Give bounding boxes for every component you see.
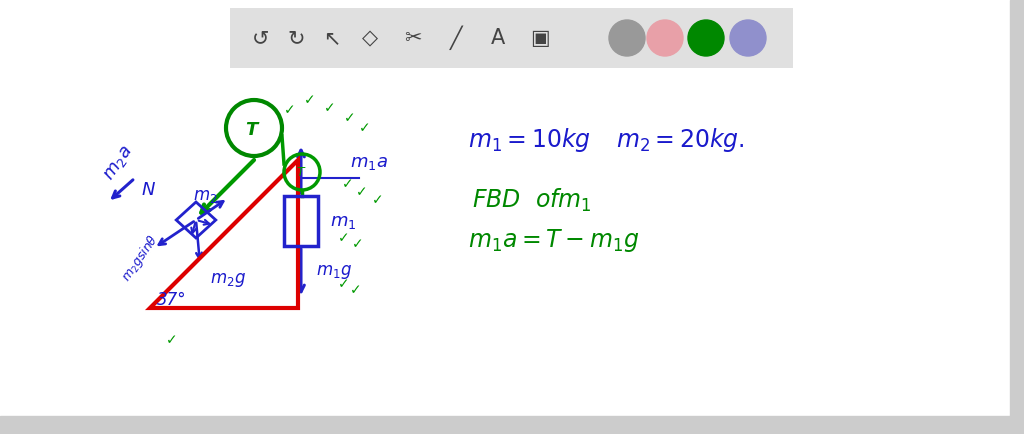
Bar [1010,0,1024,416]
Text: ✓: ✓ [338,231,350,245]
Text: ◇: ◇ [362,28,378,48]
Circle shape [647,20,683,56]
Text: $m_2gsin\theta$: $m_2gsin\theta$ [118,231,162,285]
Text: ✓: ✓ [304,93,315,107]
Text: ↺: ↺ [252,28,269,48]
Text: $m_2g$: $m_2g$ [210,271,246,289]
Text: $m_2$: $m_2$ [193,187,217,205]
Text: N: N [141,181,155,199]
Text: ✓: ✓ [342,177,354,191]
Text: ✓: ✓ [359,121,371,135]
Text: ✓: ✓ [338,277,350,291]
Text: ✓: ✓ [344,111,355,125]
Text: ✓: ✓ [325,101,336,115]
Text: T: T [296,167,304,180]
Bar [284,196,318,246]
Text: $m_1$: $m_1$ [330,213,356,231]
Text: $m_1 = 10kg$: $m_1 = 10kg$ [468,126,591,154]
Text: ✓: ✓ [350,283,361,297]
Text: ✂: ✂ [404,28,422,48]
Text: ✓: ✓ [166,333,178,347]
Text: $m_1a$: $m_1a$ [350,154,388,172]
Text: $m_2 = 20kg.$: $m_2 = 20kg.$ [616,126,744,154]
Text: ↻: ↻ [288,28,305,48]
Text: ✓: ✓ [285,103,296,117]
Text: $m_1g$: $m_1g$ [316,263,352,281]
Bar [230,8,793,68]
Text: ✓: ✓ [356,185,368,199]
Text: A: A [490,28,505,48]
Text: $m_2a$: $m_2a$ [99,142,136,184]
Text: ╱: ╱ [450,26,462,50]
Circle shape [730,20,766,56]
Text: 37°: 37° [158,291,186,309]
Circle shape [609,20,645,56]
Text: ↖: ↖ [324,28,341,48]
Bar [0,416,1024,434]
Text: T: T [245,121,257,139]
Text: FBD  of$m_1$: FBD of$m_1$ [472,186,592,214]
Text: ✓: ✓ [372,193,384,207]
Text: ✓: ✓ [352,237,364,251]
Text: ▣: ▣ [530,28,550,48]
Text: $m_1a = T - m_1g$: $m_1a = T - m_1g$ [468,227,639,253]
Circle shape [688,20,724,56]
